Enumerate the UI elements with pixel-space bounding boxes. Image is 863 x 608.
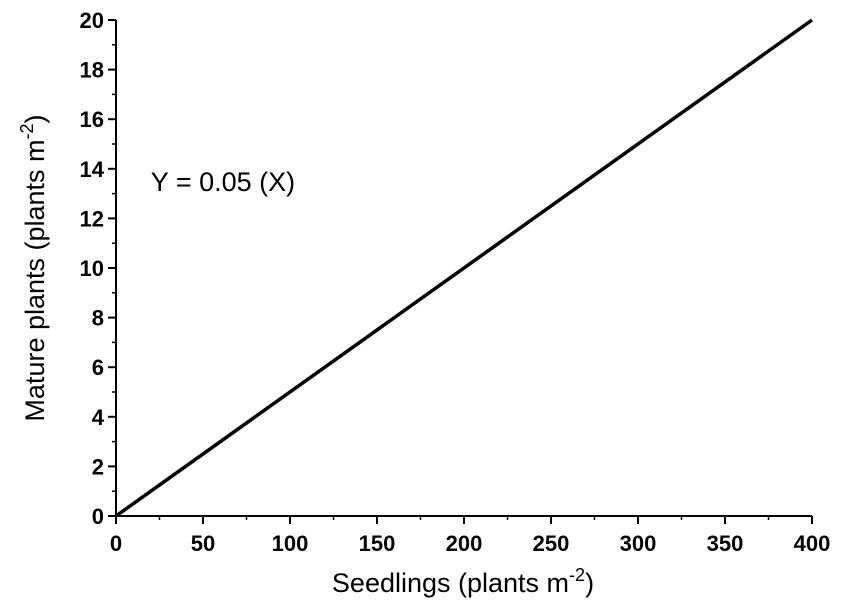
x-axis-title: Seedlings (plants m-2) [332, 565, 594, 598]
y-tick-label: 20 [80, 8, 104, 33]
series-line [114, 18, 814, 518]
equation-annotation: Y = 0.05 (X) [151, 167, 295, 197]
x-tick-label: 50 [191, 531, 215, 556]
y-tick-label: 14 [80, 157, 105, 182]
y-axis-ticks: 0 2 4 6 8 10 12 14 16 18 20 [80, 8, 116, 529]
y-axis-title-close: ) [20, 114, 50, 123]
y-tick-label: 6 [92, 355, 104, 380]
x-tick-label: 350 [707, 531, 744, 556]
y-tick-label: 0 [92, 504, 104, 529]
x-tick-label: 100 [272, 531, 309, 556]
x-tick-label: 200 [446, 531, 483, 556]
x-axis-title-close: ) [585, 568, 594, 598]
x-tick-label: 150 [359, 531, 396, 556]
x-tick-label: 0 [110, 531, 122, 556]
x-axis-title-main: Seedlings (plants m [332, 568, 569, 598]
series-layer [114, 18, 814, 518]
y-tick-label: 4 [92, 405, 105, 430]
x-tick-label: 400 [794, 531, 831, 556]
y-axis-title-sup: -2 [17, 123, 37, 139]
y-axis-title-main: Mature plants (plants m [20, 139, 50, 421]
x-tick-label: 250 [533, 531, 570, 556]
y-tick-label: 18 [80, 58, 104, 83]
x-axis-ticks: 0 50 100 150 200 250 300 350 400 [110, 516, 830, 556]
y-tick-label: 16 [80, 107, 104, 132]
plot-area: 0 50 100 150 200 250 300 350 400 0 2 4 6 8 10 12 14 16 18… [80, 8, 831, 556]
y-tick-label: 12 [80, 206, 104, 231]
y-tick-label: 2 [92, 454, 104, 479]
x-axis-title-sup: -2 [569, 565, 585, 585]
y-tick-label: 8 [92, 306, 104, 331]
y-axis-title: Mature plants (plants m-2) [17, 114, 50, 421]
x-tick-label: 300 [620, 531, 657, 556]
annotations: Y = 0.05 (X) [151, 167, 295, 197]
y-tick-label: 10 [80, 256, 104, 281]
